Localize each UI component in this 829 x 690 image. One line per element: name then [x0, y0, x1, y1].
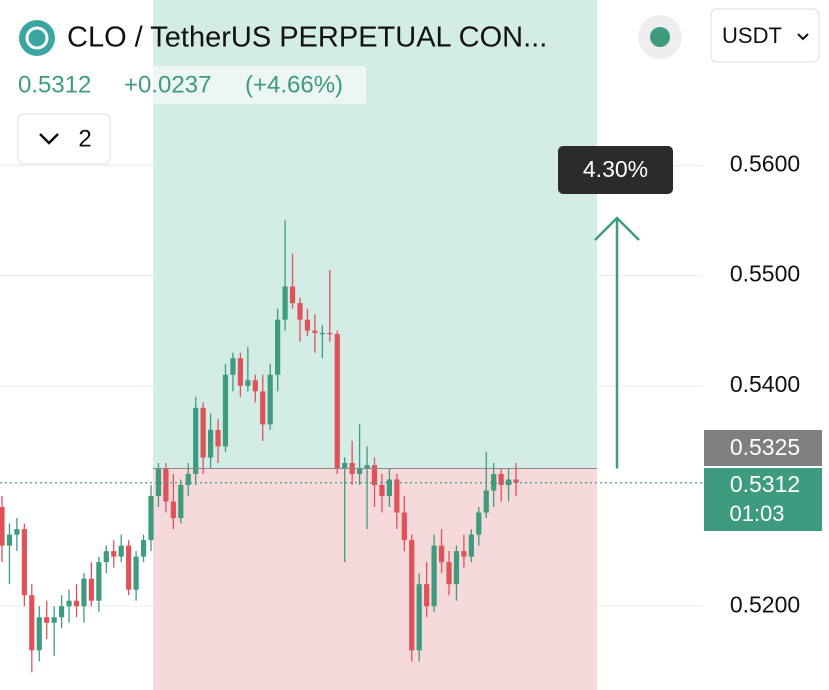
currency-label[interactable]: USDT: [722, 23, 782, 48]
countdown: 01:03: [729, 501, 784, 526]
candle-body: [364, 465, 370, 469]
currency-select[interactable]: USDT: [710, 8, 820, 63]
candle-body: [289, 286, 296, 304]
candle-body: [252, 380, 258, 392]
candle-body: [133, 556, 139, 590]
candle-body: [424, 584, 430, 607]
candle-body: [468, 534, 474, 557]
candle-body: [200, 407, 206, 458]
last-price-label: 0.5312: [730, 471, 800, 497]
candle-body: [88, 578, 94, 601]
candle-body: [275, 319, 281, 375]
candle-body: [6, 534, 13, 546]
candle-body: [401, 512, 407, 541]
currency-box[interactable]: [710, 8, 820, 63]
candle-body: [327, 332, 333, 335]
coin-icon-mark: [25, 26, 49, 50]
y-tick-label: 0.5600: [730, 150, 800, 176]
candle-body: [386, 479, 392, 497]
candle-body: [513, 479, 519, 483]
candle-body: [476, 512, 482, 535]
candle-body: [304, 319, 311, 331]
candle-body: [491, 473, 497, 491]
candle-body: [438, 545, 445, 563]
candle-body: [59, 606, 65, 618]
price-change: +0.0237: [124, 71, 211, 98]
y-tick-label: 0.5200: [730, 591, 800, 617]
candle-body: [163, 468, 169, 502]
candle-body: [260, 391, 266, 425]
candle-body: [506, 479, 512, 485]
candle-body: [394, 479, 400, 513]
candle-body: [357, 468, 363, 474]
candle-body: [118, 545, 124, 557]
candle-body: [81, 578, 87, 607]
price-change-pct: (+4.66%): [245, 71, 343, 98]
price-bar-bg: [8, 66, 366, 104]
candle-body: [21, 529, 27, 596]
candle-body: [312, 330, 318, 333]
candle-body: [222, 374, 229, 447]
candle-body: [66, 600, 72, 607]
collapse-button-box[interactable]: [17, 113, 111, 165]
candle-body: [245, 380, 251, 386]
candle-body: [379, 484, 385, 497]
candle-body: [0, 507, 5, 546]
entry-price-label: 0.5325: [730, 434, 800, 460]
candle-body: [111, 551, 117, 557]
move-arrow-head: [594, 216, 640, 241]
coin-icon: [19, 20, 55, 56]
move-label-box: [558, 146, 673, 194]
candle-body: [51, 617, 57, 623]
candle-body: [371, 465, 378, 485]
candle-body: [453, 551, 460, 585]
candle-body: [185, 473, 191, 485]
candle-body: [148, 496, 154, 541]
candle-body: [230, 358, 236, 375]
candle-body: [29, 595, 35, 651]
candle-body: [319, 332, 325, 335]
candle-body: [208, 429, 214, 458]
candle-body: [140, 540, 147, 557]
candle-body: [498, 473, 504, 485]
entry-price-box: [704, 430, 822, 466]
candle-body: [36, 617, 42, 651]
last-price-box: [704, 468, 822, 531]
candle-body: [126, 545, 132, 590]
collapse-button[interactable]: 2: [17, 113, 111, 165]
candle-body: [416, 584, 422, 651]
candle-body: [461, 551, 467, 557]
status-dot: [650, 27, 670, 47]
candle-body: [446, 562, 452, 585]
candle-body: [282, 286, 288, 320]
candle-body: [267, 374, 273, 425]
y-tick-label: 0.5500: [730, 261, 800, 287]
candle-body: [342, 462, 348, 469]
collapse-chevron[interactable]: [39, 133, 59, 145]
candle-body: [297, 303, 303, 320]
candle-body: [237, 358, 243, 386]
candle-body: [334, 333, 340, 469]
candle-body: [103, 551, 109, 563]
symbol-title: CLO / TetherUS PERPETUAL CON...: [67, 22, 547, 54]
candle-body: [73, 600, 80, 607]
collapse-count[interactable]: 2: [78, 125, 91, 152]
candle-body: [483, 490, 489, 513]
candle-body: [193, 407, 199, 474]
candle-body: [96, 562, 102, 601]
candle-body: [170, 501, 176, 519]
candle-body: [14, 529, 20, 535]
move-label: 4.30%: [583, 156, 648, 182]
candle-body: [178, 484, 184, 519]
y-tick-label: 0.5400: [730, 371, 800, 397]
candle-body: [44, 617, 50, 623]
candle-body: [215, 429, 221, 447]
candle-body: [431, 545, 437, 607]
last-price: 0.5312: [18, 71, 91, 98]
currency-chevron[interactable]: [797, 33, 809, 41]
candle-body: [155, 468, 162, 497]
candle-body: [409, 540, 415, 651]
